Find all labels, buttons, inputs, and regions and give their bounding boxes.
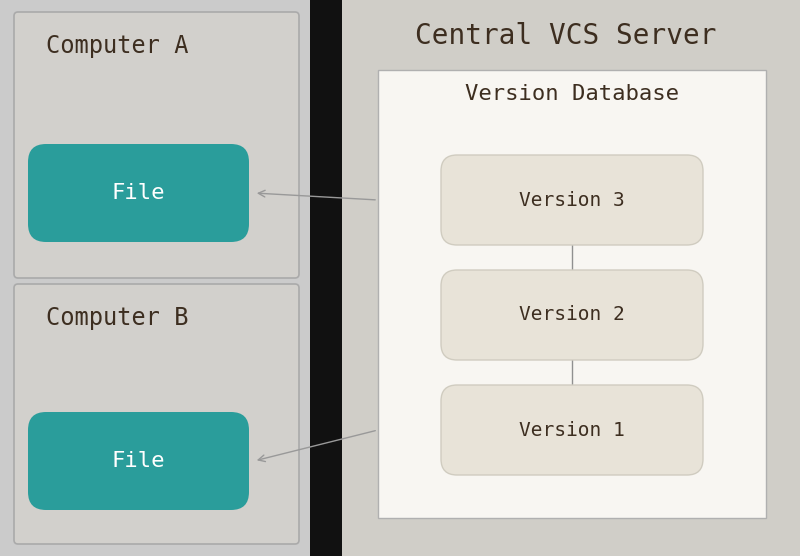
Text: File: File [112, 183, 166, 203]
Text: Computer B: Computer B [46, 306, 189, 330]
Text: Version 3: Version 3 [519, 191, 625, 210]
FancyBboxPatch shape [28, 412, 249, 510]
Text: Central VCS Server: Central VCS Server [415, 22, 717, 50]
FancyBboxPatch shape [441, 385, 703, 475]
FancyBboxPatch shape [441, 155, 703, 245]
Bar [342, 0, 800, 556]
Text: Version 2: Version 2 [519, 305, 625, 325]
FancyBboxPatch shape [378, 70, 766, 518]
Bar [310, 0, 342, 556]
Text: Version 1: Version 1 [519, 420, 625, 439]
FancyBboxPatch shape [441, 270, 703, 360]
Text: File: File [112, 451, 166, 471]
FancyBboxPatch shape [28, 144, 249, 242]
Text: Computer A: Computer A [46, 34, 189, 58]
Text: Version Database: Version Database [465, 84, 679, 104]
FancyBboxPatch shape [14, 12, 299, 278]
FancyBboxPatch shape [14, 284, 299, 544]
